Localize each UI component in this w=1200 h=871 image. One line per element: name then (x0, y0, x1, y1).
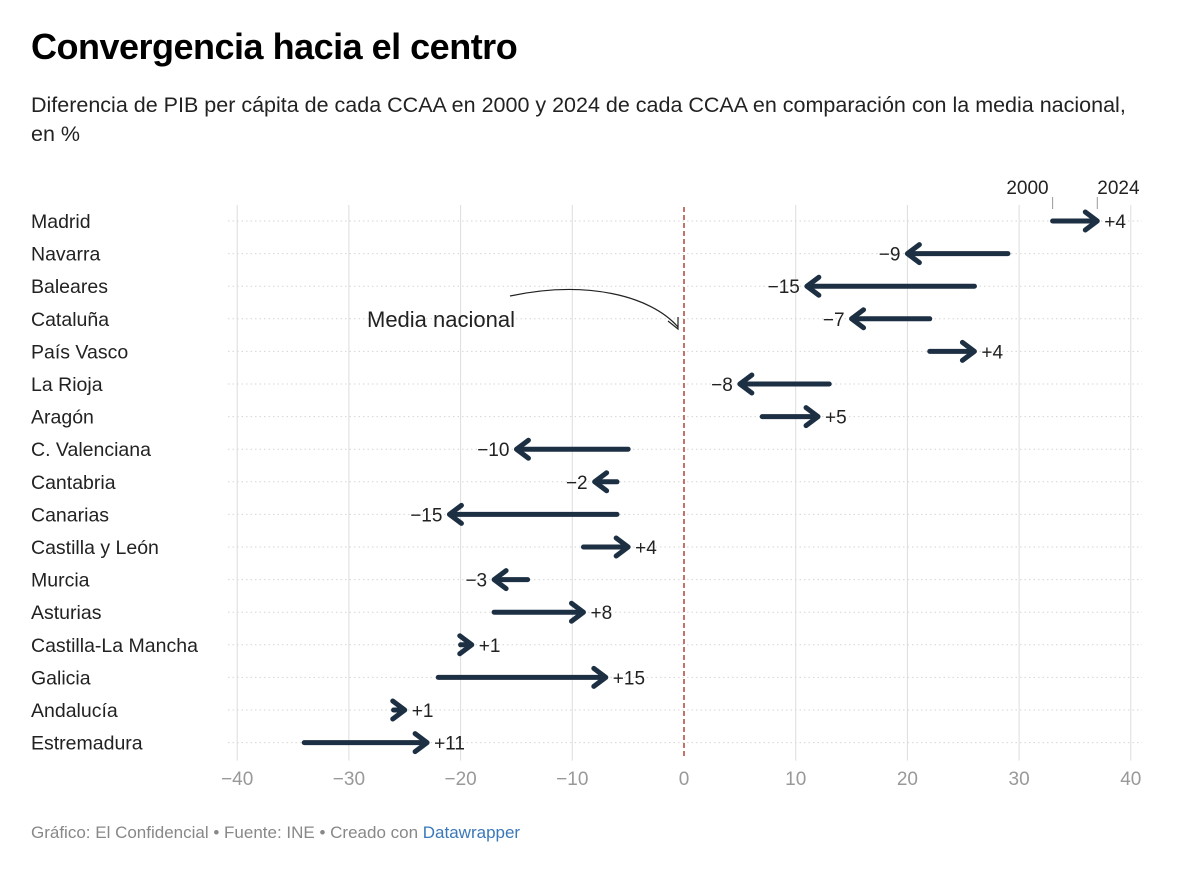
region-label: Aragón (31, 407, 94, 429)
annotation-connector (509, 288, 679, 328)
arrow-head (513, 437, 531, 461)
reference-line-group: Media nacional (367, 207, 685, 759)
region-label: Murcia (31, 570, 90, 592)
x-tick-label: 30 (1009, 769, 1030, 790)
region-label: Andalucía (31, 700, 118, 722)
arrow-head (904, 242, 922, 266)
x-tick-label: −40 (221, 769, 253, 790)
x-tick-label: 10 (785, 769, 806, 790)
x-tick-label: −30 (333, 769, 365, 790)
national-average-label: Media nacional (367, 307, 515, 332)
arrow-head (457, 633, 475, 657)
arrow-head (390, 698, 408, 722)
region-label: Baleares (31, 276, 108, 298)
x-tick-label: −20 (444, 769, 476, 790)
change-label: +8 (590, 603, 612, 624)
region-label: Asturias (31, 602, 102, 624)
change-label: −7 (823, 310, 845, 331)
change-label: +1 (479, 636, 501, 657)
arrow-head (591, 665, 609, 689)
region-label: Galicia (31, 667, 91, 689)
arrow-head (849, 307, 867, 331)
change-label: −10 (477, 440, 509, 461)
change-label: +5 (825, 408, 847, 429)
region-label: Estremadura (31, 733, 143, 755)
region-label: Castilla-La Mancha (31, 635, 198, 657)
arrow-head (613, 535, 631, 559)
region-label: Cantabria (31, 472, 116, 494)
arrow-head (446, 502, 464, 526)
change-label: −2 (566, 473, 588, 494)
annotation-arrowhead (667, 317, 679, 331)
change-label: +4 (635, 538, 657, 559)
change-label: −15 (768, 277, 800, 298)
rows: Madrid +4 Navarra −9 Baleares −15 Cataluña −7 Pa… (31, 209, 1126, 755)
change-label: −9 (879, 245, 901, 266)
arrow-head (568, 600, 586, 624)
x-axis: −40 −30 −20 −10 0 10 20 30 40 (221, 769, 1141, 790)
arrow-head (737, 372, 755, 396)
change-label: +11 (434, 734, 465, 755)
region-label: Castilla y León (31, 537, 159, 559)
change-label: −3 (465, 571, 487, 592)
region-label: Canarias (31, 504, 109, 526)
arrow-head (491, 568, 509, 592)
change-label: +15 (613, 668, 645, 689)
chart-subtitle: Diferencia de PIB per cápita de cada CCA… (31, 93, 1126, 146)
arrow-head (803, 405, 821, 429)
change-label: +1 (412, 701, 434, 722)
legend-end-label: 2024 (1097, 178, 1140, 199)
arrow-head (959, 339, 977, 363)
region-label: Navarra (31, 244, 101, 266)
arrow-head (804, 274, 822, 298)
datawrapper-link[interactable]: Datawrapper (422, 823, 521, 842)
arrow-head (592, 470, 610, 494)
region-label: C. Valenciana (31, 439, 151, 461)
legend-start-label: 2000 (1006, 178, 1048, 199)
region-label: Cataluña (31, 309, 109, 331)
change-label: −15 (410, 505, 442, 526)
arrow-head (1082, 209, 1100, 233)
footer-credit: Gráfico: El Confidencial • Fuente: INE •… (31, 823, 423, 842)
change-label: −8 (711, 375, 733, 396)
change-label: +4 (1104, 212, 1126, 233)
x-tick-label: −10 (556, 769, 588, 790)
region-label: Madrid (31, 211, 91, 233)
x-tick-label: 0 (679, 769, 690, 790)
chart-title: Convergencia hacia el centro (31, 26, 518, 67)
footer: Gráfico: El Confidencial • Fuente: INE •… (31, 823, 520, 843)
legend: 2000 2024 (1006, 178, 1140, 209)
arrow-head (412, 731, 430, 755)
region-label: La Rioja (31, 374, 103, 396)
x-tick-label: 40 (1120, 769, 1141, 790)
x-tick-label: 20 (897, 769, 918, 790)
region-label: País Vasco (31, 341, 128, 363)
change-label: +4 (981, 342, 1003, 363)
arrow-chart: Media nacional Madrid +4 Navarra −9 Baleares… (31, 178, 1142, 790)
